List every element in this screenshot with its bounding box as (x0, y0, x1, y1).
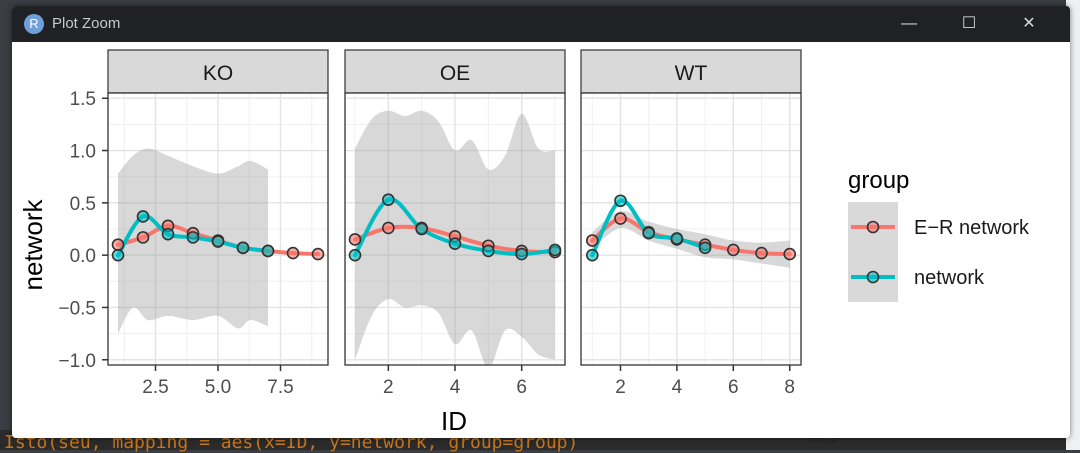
window-title: Plot Zoom (52, 15, 121, 32)
data-point (136, 210, 150, 223)
maximize-button[interactable]: ☐ (961, 15, 977, 32)
facet-label: OE (440, 62, 470, 85)
panel-ko (108, 93, 328, 365)
r-logo-icon: R (24, 14, 44, 34)
x-tick-label: 2 (383, 377, 394, 398)
legend-key-point (866, 220, 880, 234)
facet-strip-ko (107, 49, 329, 94)
facet-strip-wt (580, 49, 802, 94)
data-point (783, 247, 797, 261)
title-bar[interactable]: R Plot Zoom — ☐ ✕ (12, 6, 1070, 42)
data-point (111, 248, 125, 262)
x-tick-label: 2 (615, 377, 626, 398)
y-tick-label: −0.5 (58, 298, 96, 319)
data-point (670, 232, 684, 245)
data-point (755, 246, 768, 260)
x-tick-label: 2.5 (142, 377, 168, 398)
facet-strip-oe (344, 49, 566, 94)
close-button[interactable]: ✕ (1022, 15, 1036, 32)
data-point (548, 243, 562, 257)
y-tick-label: 0.5 (70, 194, 96, 215)
data-point (111, 238, 125, 251)
legend-title: group (848, 167, 909, 194)
x-tick-label: 6 (728, 377, 739, 398)
data-point (261, 244, 275, 258)
minimize-button[interactable]: — (901, 15, 917, 32)
faceted-line-chart: network ID group −1.0 −0.5 0.0 0.5 1.0 1.5 KO 2… (18, 49, 1030, 436)
data-point (161, 227, 175, 241)
legend-entry-label: E−R network (914, 217, 1030, 239)
panel-border (580, 92, 802, 366)
data-point (698, 241, 712, 255)
x-tick-label: 8 (784, 377, 795, 398)
x-tick-label: 4 (672, 377, 683, 398)
legend-key-point (866, 270, 880, 284)
data-point (515, 247, 528, 261)
data-point (448, 237, 462, 250)
data-point (415, 222, 428, 236)
data-point (136, 231, 150, 244)
data-point (642, 226, 655, 240)
x-tick-label: 7.5 (267, 377, 293, 398)
data-point (186, 231, 200, 244)
x-tick-label: 6 (516, 377, 527, 398)
y-axis-title: network (18, 198, 48, 290)
legend-entry-label: network (914, 267, 985, 289)
data-point (585, 234, 599, 247)
facet-label: KO (203, 62, 233, 85)
y-tick-label: 1.0 (70, 142, 96, 163)
panel-wt (581, 93, 801, 365)
x-tick-label: 5.0 (205, 377, 231, 398)
plot-area: network ID group −1.0 −0.5 0.0 0.5 1.0 1.5 KO 2… (12, 42, 1070, 438)
plot-zoom-window: R Plot Zoom — ☐ ✕ network ID group −1.0 −… (12, 6, 1070, 438)
y-tick-label: 0.0 (70, 246, 96, 267)
data-point (482, 244, 495, 258)
data-point (382, 221, 395, 235)
data-point (585, 248, 599, 262)
data-point (614, 212, 627, 225)
data-point (236, 241, 250, 255)
x-axis-title: ID (441, 406, 467, 436)
panel-oe (345, 93, 565, 365)
facet-label: WT (675, 62, 708, 85)
data-point (727, 243, 740, 257)
data-point (348, 233, 362, 246)
data-point (311, 247, 325, 261)
y-tick-label: 1.5 (70, 89, 96, 110)
y-tick-label: −1.0 (58, 351, 96, 372)
data-point (382, 193, 395, 207)
data-point (614, 194, 627, 208)
data-point (286, 246, 300, 260)
data-point (348, 248, 362, 262)
data-point (211, 235, 225, 248)
x-tick-label: 4 (450, 377, 461, 398)
